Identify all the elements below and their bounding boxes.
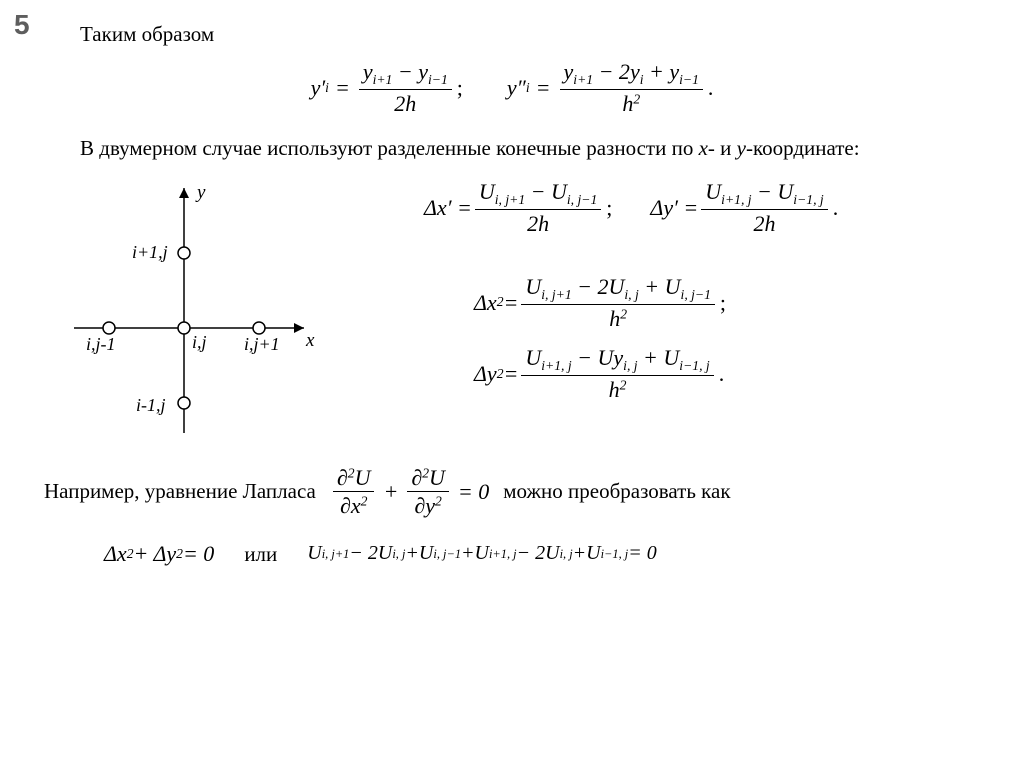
paragraph-2: В двумерном случае используют разделенны… — [44, 134, 980, 162]
equation-dy2: Δy2 = Ui+1, j − Uyi, j + Ui−1, j h2 . — [474, 346, 724, 401]
lbl-up: i+1,j — [132, 242, 168, 262]
laplace-row: Например, уравнение Лапласа ∂2U ∂x2 + ∂2… — [44, 466, 980, 517]
equation-dxprime: Δx′ = Ui, j+1 − Ui, j−1 2h ; — [424, 180, 612, 235]
two-column-region: y x i,j i,j-1 i,j+1 i+1,j i-1,j Δx′ = Ui… — [44, 168, 980, 448]
page: 5 Таким образом y′i = yi+1 − yi−1 2h ; y… — [0, 0, 1024, 767]
final-row: Δx2 + Δy2 = 0 или Ui, j+1 − 2Ui, j + Ui,… — [44, 539, 980, 569]
equation-line-dx2: Δx2 = Ui, j+1 − 2Ui, j + Ui, j−1 h2 ; — [354, 275, 980, 330]
p2-y: y — [737, 136, 746, 160]
stencil-svg: y x i,j i,j-1 i,j+1 i+1,j i-1,j — [44, 168, 324, 448]
p2-text-a: В двумерном случае используют разделенны… — [80, 136, 699, 160]
lbl-center: i,j — [192, 332, 207, 352]
p2-text-c: -координате: — [746, 136, 860, 160]
equation-line-dx-dy-first: Δx′ = Ui, j+1 − Ui, j−1 2h ; Δy′ = Ui+1,… — [354, 180, 980, 235]
lbl-right: i,j+1 — [244, 334, 280, 354]
equation-ydoubleprime: y″i = yi+1 − 2yi + yi−1 h2 . — [507, 60, 714, 115]
equation-long: Ui, j+1 − 2Ui, j + Ui, j−1 + Ui+1, j − 2… — [307, 540, 656, 567]
p3-text-a: Например, уравнение Лапласа — [44, 477, 316, 505]
equation-sum: Δx2 + Δy2 = 0 — [104, 539, 214, 569]
page-number: 5 — [14, 6, 30, 44]
equation-dx2: Δx2 = Ui, j+1 − 2Ui, j + Ui, j−1 h2 ; — [474, 275, 726, 330]
text-or: или — [244, 540, 277, 568]
p2-x: x — [699, 136, 708, 160]
lbl-down: i-1,j — [136, 395, 166, 415]
lbl-left: i,j-1 — [86, 334, 116, 354]
p2-text-b: - и — [708, 136, 737, 160]
stencil-diagram: y x i,j i,j-1 i,j+1 i+1,j i-1,j — [44, 168, 324, 448]
equation-laplace: ∂2U ∂x2 + ∂2U ∂y2 = 0 — [330, 466, 489, 517]
paragraph-1: Таким образом — [44, 20, 980, 48]
svg-text:x: x — [305, 330, 315, 351]
svg-text:y: y — [195, 182, 206, 203]
equation-row-y: y′i = yi+1 − yi−1 2h ; y″i = yi+1 − 2yi … — [44, 60, 980, 115]
equation-line-dy2: Δy2 = Ui+1, j − Uyi, j + Ui−1, j h2 . — [354, 346, 980, 401]
equation-dyprime: Δy′ = Ui+1, j − Ui−1, j 2h . — [650, 180, 838, 235]
p3-text-b: можно преобразовать как — [503, 477, 730, 505]
equation-yprime: y′i = yi+1 − yi−1 2h ; — [311, 60, 463, 115]
equation-column: Δx′ = Ui, j+1 − Ui, j−1 2h ; Δy′ = Ui+1,… — [354, 168, 980, 422]
